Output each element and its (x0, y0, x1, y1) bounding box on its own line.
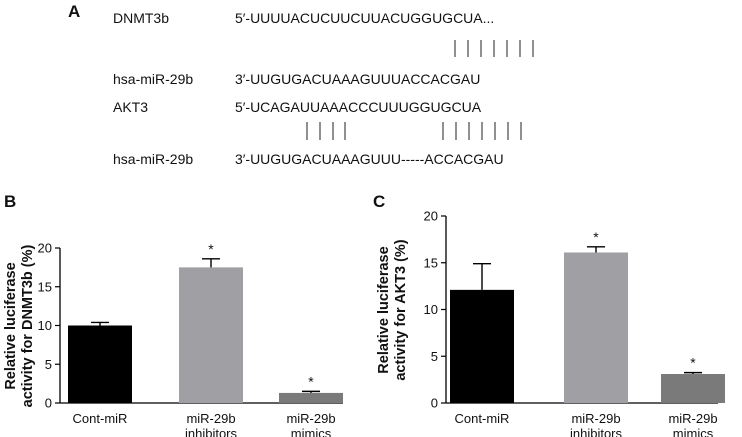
x-tick-label: miR-29b (186, 411, 235, 426)
akt3-sequence: 5′-UCAGAUUAAACCCUUUGGUGCUA (235, 99, 482, 115)
x-tick-label: mimics (673, 426, 714, 437)
bar (661, 374, 725, 403)
panel-c-letter: C (373, 192, 386, 211)
x-tick-label: miR-29b (286, 411, 335, 426)
y-tick-label: 20 (424, 209, 438, 224)
bar (564, 252, 628, 403)
y-tick-label: 5 (45, 357, 52, 372)
x-tick-label: Cont-miR (455, 411, 510, 426)
dnmt3b-sequence: 5′-UUUUACUCUUCUUACUGGUGCUA... (235, 10, 495, 26)
x-tick-label: miR-29b (668, 411, 717, 426)
mir29b-sequence-2: 3′-UUGUGACUAAAGUUU-----ACCACGAU (235, 151, 504, 167)
bar (450, 289, 514, 403)
y-tick-label: 10 (38, 318, 52, 333)
dnmt3b-label: DNMT3b (113, 10, 170, 26)
y-tick-label: 15 (38, 279, 52, 294)
significance-marker: * (208, 241, 214, 257)
y-tick-label: 0 (431, 396, 438, 411)
mir29b-sequence-1: 3′-UUGUGACUAAAGUUUACCACGAU (235, 71, 481, 87)
bar (179, 267, 243, 403)
y-tick-label: 20 (38, 241, 52, 256)
y-tick-label: 15 (424, 255, 438, 270)
significance-marker: * (593, 229, 599, 245)
mir29b-label-1: hsa-miR-29b (113, 71, 194, 87)
significance-marker: * (308, 373, 314, 389)
y-axis-label: activity for DNMT3b (%) (20, 244, 36, 407)
y-tick-label: 10 (424, 302, 438, 317)
y-tick-label: 5 (431, 349, 438, 364)
bar (279, 392, 343, 403)
y-axis-label: Relative luciferase (3, 262, 19, 389)
x-tick-label: inhibitors (185, 426, 238, 437)
bar (68, 325, 132, 403)
x-tick-label: Cont-miR (73, 411, 128, 426)
y-tick-label: 0 (45, 396, 52, 411)
panel-a-letter: A (68, 2, 81, 21)
panel-b-letter: B (4, 192, 17, 211)
significance-marker: * (690, 355, 696, 371)
y-axis-label: Relative luciferase (376, 246, 392, 373)
x-tick-label: mimics (291, 426, 332, 437)
x-tick-label: miR-29b (571, 411, 620, 426)
akt3-label: AKT3 (113, 99, 149, 115)
y-axis-label: activity for AKT3 (%) (393, 239, 409, 380)
x-tick-label: inhibitors (570, 426, 623, 437)
mir29b-label-2: hsa-miR-29b (113, 151, 194, 167)
